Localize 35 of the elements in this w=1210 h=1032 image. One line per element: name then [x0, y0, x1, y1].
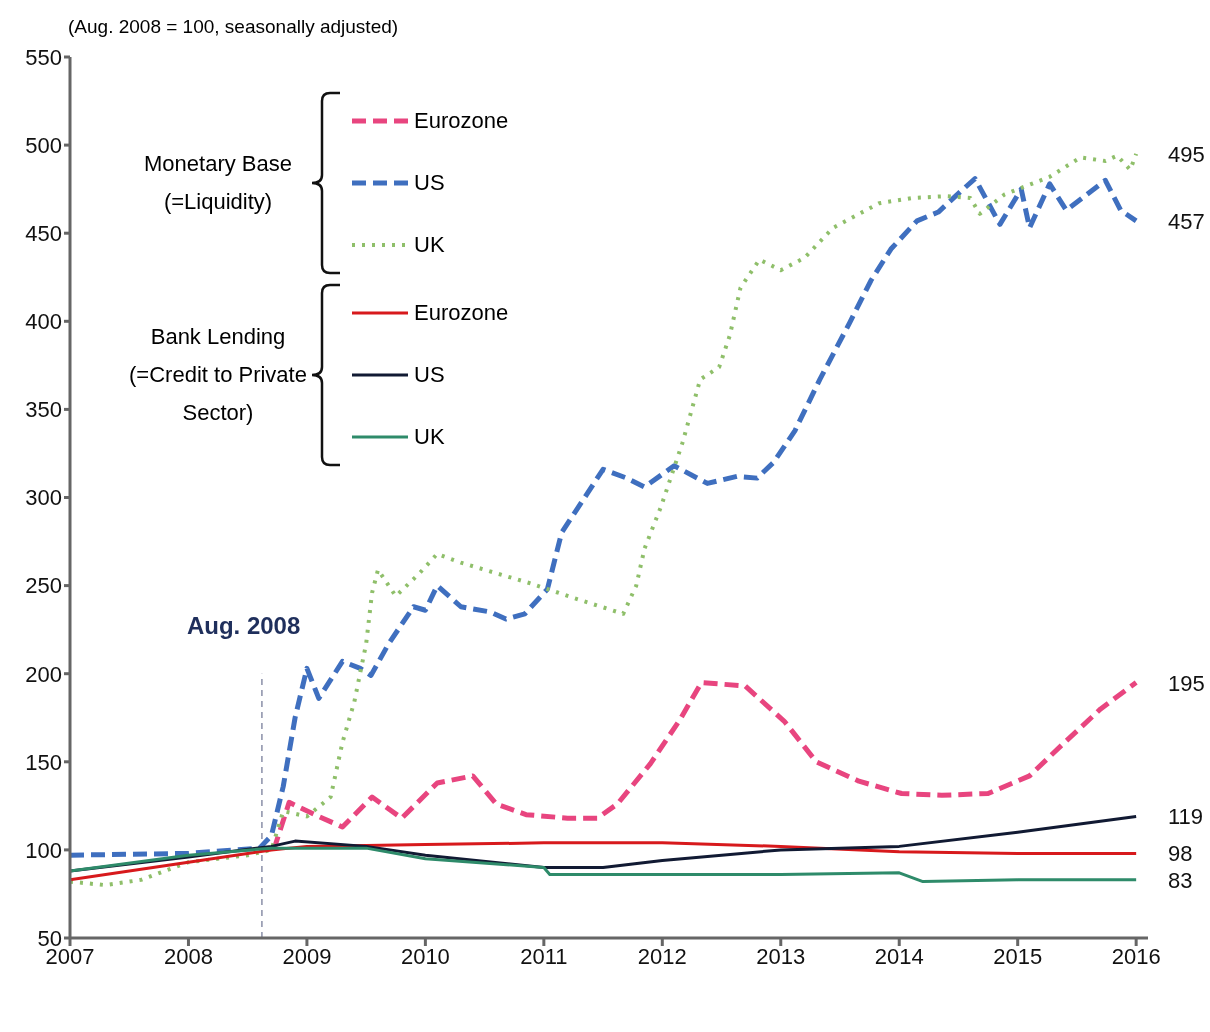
legend-label: UK	[414, 232, 445, 258]
annotation: Bank Lending (=Credit to Private Sector)	[128, 323, 308, 427]
x-tick-label: 2011	[520, 943, 568, 969]
y-tick-label: 350	[25, 397, 62, 423]
x-tick-label: 2009	[282, 943, 332, 969]
data-label: 195	[1168, 670, 1205, 696]
data-label: 119	[1168, 804, 1204, 830]
data-label: 83	[1168, 867, 1193, 893]
ref-line-label: Aug. 2008	[186, 611, 301, 639]
y-tick-label: 500	[25, 132, 62, 158]
y-tick-label: 150	[25, 749, 62, 775]
x-tick-label: 2015	[993, 943, 1043, 969]
legend-label: Eurozone	[414, 108, 509, 134]
y-tick-label: 250	[25, 573, 62, 599]
y-tick-label: 450	[25, 221, 62, 247]
legend-label: US	[414, 362, 445, 388]
annotation: Monetary Base (=Liquidity)	[143, 150, 293, 216]
y-tick-label: 300	[25, 485, 62, 511]
x-tick-label: 2013	[756, 943, 806, 969]
x-tick-label: 2008	[163, 943, 213, 969]
data-label: 98	[1168, 841, 1193, 867]
legend-label: UK	[414, 424, 445, 450]
y-tick-label: 100	[25, 837, 62, 863]
x-tick-label: 2012	[637, 943, 687, 969]
legend-label: Eurozone	[414, 300, 509, 326]
y-tick-label: 200	[25, 661, 62, 687]
chart-subtitle: (Aug. 2008 = 100, seasonally adjusted)	[68, 16, 399, 38]
data-label: 457	[1168, 208, 1205, 234]
y-tick-label: 550	[25, 44, 62, 70]
data-label: 495	[1168, 141, 1205, 167]
x-tick-label: 2014	[874, 943, 924, 969]
x-tick-label: 2010	[400, 943, 450, 969]
x-tick-label: 2016	[1111, 943, 1161, 969]
legend-label: US	[414, 170, 445, 196]
y-tick-label: 400	[25, 309, 62, 335]
